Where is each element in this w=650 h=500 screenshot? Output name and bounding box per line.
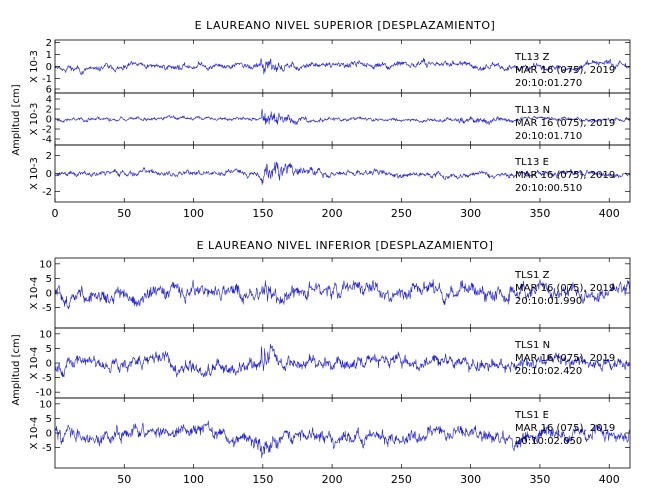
y-tick-label: 2 [46,38,52,49]
station-label: TLS1 E [514,410,549,421]
y-tick-label: -5 [42,443,52,454]
x-tick-label: 200 [322,207,343,220]
time-label: 20:10:01.710 [515,131,582,142]
exponent-label: X 10-3 [29,103,40,136]
panel-tl13-z: 210-1X 10-3 TL13 Z MAR 16 (075), 2019 20:10… [29,38,631,94]
x-tick-label: 350 [529,207,550,220]
y-axis-label-bottom: Amplitud [cm] [11,334,22,405]
x-tick-label: 300 [460,207,481,220]
y-tick-label: -2 [42,187,52,198]
exponent-label: X 10-4 [29,277,40,310]
time-label: 20:10:01.270 [515,78,582,89]
y-tick-label: 0 [46,359,52,370]
waveform-trace [54,57,631,75]
x-tick-label: 400 [599,207,620,220]
y-tick-label: 0 [46,169,52,180]
waveform-trace [54,279,631,310]
panel-tls1-e: 10 5 0 -5X 10-4 TLS1 E MAR 16 (075), 2019 20:1… [29,397,631,469]
y-tick-label: -5 [42,303,52,314]
time-label: 20:10:02.050 [515,436,582,447]
exponent-label: X 10-3 [29,50,40,83]
y-tick-label: 5 [46,274,52,285]
waveform-trace [54,161,631,185]
exponent-label: X 10-4 [29,347,40,380]
x-tick-label: 350 [529,473,550,486]
y-tick-label: 0 [46,289,52,300]
x-tick-label: 200 [322,473,343,486]
y-tick-label: 10 [39,329,52,340]
y-tick-label: -4 [42,135,52,146]
chart-title-top: E LAUREANO NIVEL SUPERIOR [DESPLAZAMIENT… [195,19,496,32]
station-label: TL13 E [514,157,549,168]
x-tick-label: 50 [117,473,131,486]
y-tick-label: 2 [46,151,52,162]
y-tick-label: 1 [46,50,52,61]
y-tick-label: 5 [46,414,52,425]
date-label: MAR 16 (075), 2019 [515,283,615,294]
y-tick-label: -1 [42,74,52,85]
date-label: MAR 16 (075), 2019 [515,118,615,129]
station-label: TLS1 N [514,340,550,351]
x-tick-label: 250 [391,473,412,486]
y-tick-label: -10 [36,388,52,399]
x-tick-label: 150 [252,473,273,486]
x-axis-labels: 50 100 150 200 250 300 350 400 [117,473,619,486]
station-label: TL13 N [514,105,550,116]
y-tick-label: -5 [42,373,52,384]
y-tick-label: 0 [46,429,52,440]
x-tick-label: 100 [183,473,204,486]
date-label: MAR 16 (075), 2019 [515,65,615,76]
panel-tls1-z: 10 5 0 -5X 10-4 TLS1 Z MAR 16 (075), 2019 20:1… [29,257,631,329]
waveform-trace [54,343,631,378]
y-tick-label: 10 [39,399,52,410]
x-tick-label: 150 [252,207,273,220]
station-label: TL13 Z [514,52,550,63]
x-tick-label: 100 [183,207,204,220]
x-axis-labels: 0 50 100 150 200 250 300 350 400 [52,207,620,220]
y-tick-label: 4 [46,95,52,106]
panel-tl13-e: 2 0 -2X 10-3 TL13 E MAR 16 (075), 2019 20:10:… [29,144,631,203]
y-tick-label: 6 [46,85,52,96]
waveform-trace [54,420,631,459]
waveform-trace [54,108,631,125]
exponent-label: X 10-3 [29,157,40,190]
station-label: TLS1 Z [514,270,550,281]
date-label: MAR 16 (075), 2019 [515,423,615,434]
time-label: 20:10:02.420 [515,366,582,377]
y-tick-label: 0 [46,115,52,126]
time-label: 20:10:00.510 [515,183,582,194]
y-tick-label: 5 [46,344,52,355]
x-tick-label: 300 [460,473,481,486]
chart-title-bottom: E LAUREANO NIVEL INFERIOR [DESPLAZAMIENT… [197,239,494,252]
y-tick-label: -2 [42,125,52,136]
x-tick-label: 0 [52,207,59,220]
exponent-label: X 10-4 [29,417,40,450]
x-tick-label: 250 [391,207,412,220]
date-label: MAR 16 (075), 2019 [515,170,615,181]
panel-tls1-n: 10 5 0 -5 -10 X 10-4 TLS1 N MAR 16 (075), 2019 2… [29,327,631,399]
y-tick-label: 2 [46,105,52,116]
y-tick-label: 0 [46,62,52,73]
y-tick-label: 10 [39,259,52,270]
time-label: 20:10:01.990 [515,296,582,307]
y-axis-label-top: Amplitud [cm] [11,84,22,155]
date-label: MAR 16 (075), 2019 [515,353,615,364]
x-tick-label: 400 [599,473,620,486]
x-tick-label: 50 [117,207,131,220]
